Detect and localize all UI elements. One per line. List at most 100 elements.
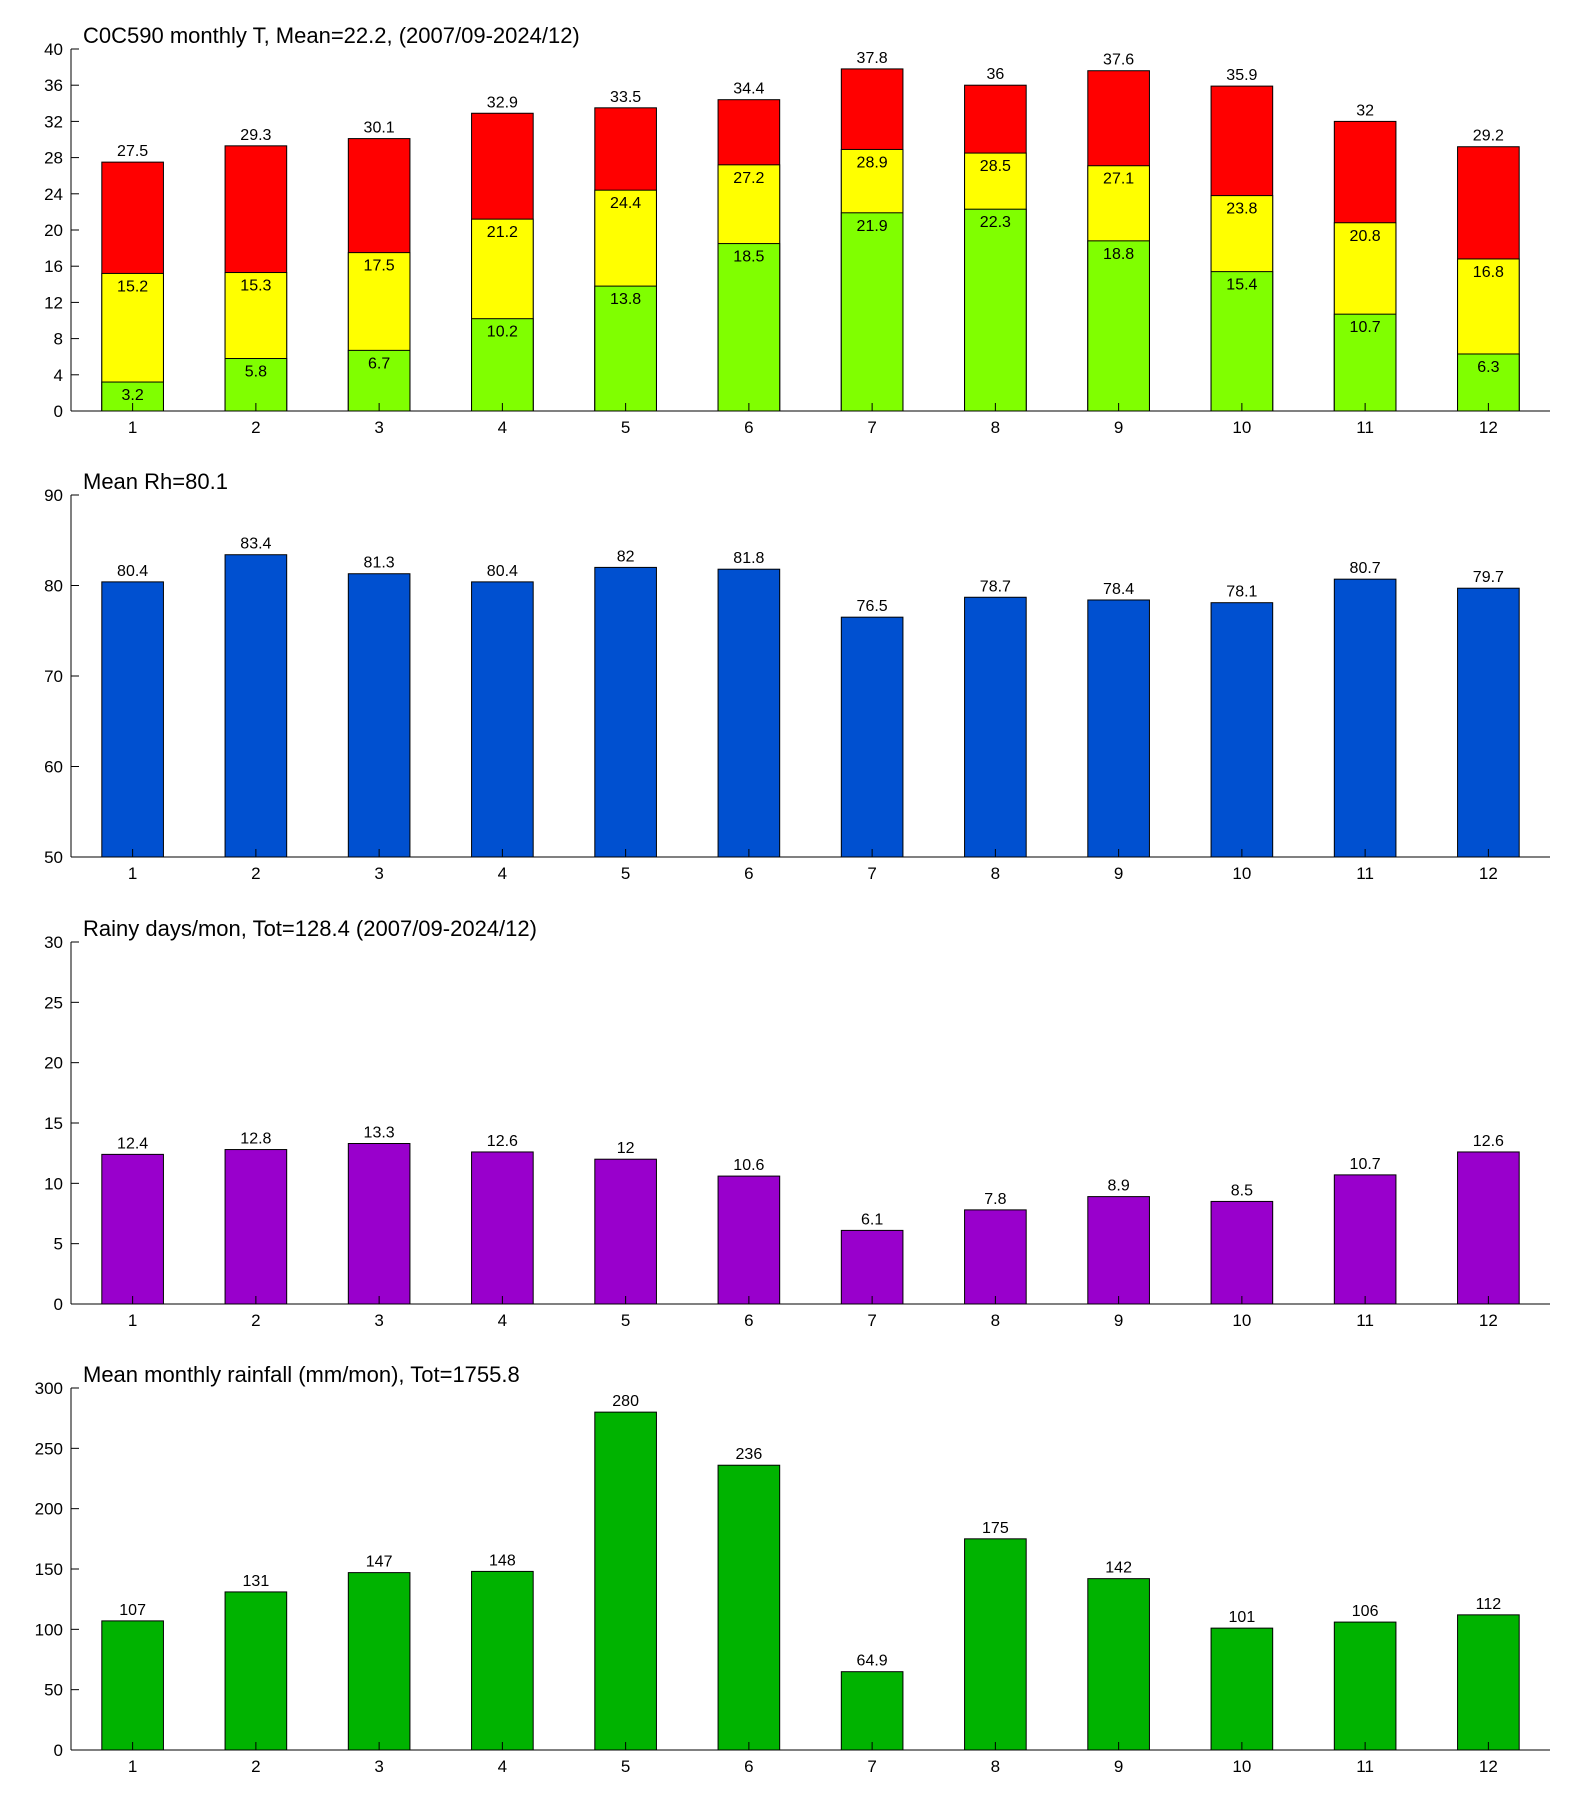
value-label: 10.2 [487,324,518,341]
value-label: 27.2 [733,170,764,187]
y-tick-label: 4 [54,366,63,385]
chart-title: Mean Rh=80.1 [83,469,228,494]
bar [964,1209,1027,1305]
bar [224,554,288,858]
bar [840,1671,904,1751]
y-tick-label: 300 [35,1379,63,1398]
bar [1333,1174,1397,1305]
bar [471,1151,534,1305]
bar [717,243,781,412]
bar [594,285,657,412]
x-tick-label: 12 [1479,1757,1498,1776]
x-tick-label: 2 [251,864,260,883]
y-tick-label: 15 [44,1114,63,1133]
x-tick-label: 3 [374,1757,383,1776]
x-tick-label: 12 [1479,864,1498,883]
x-tick-label: 8 [991,418,1000,437]
y-tick-label: 8 [54,330,63,349]
value-label: 17.5 [364,258,395,275]
value-label: 131 [243,1573,270,1590]
value-label: 10.7 [1350,319,1381,336]
value-label: 28.9 [857,154,888,171]
value-label: 236 [736,1446,763,1463]
value-label: 16.8 [1473,264,1504,281]
value-label: 7.8 [984,1191,1006,1208]
value-label: 22.3 [980,214,1011,231]
value-label: 21.9 [857,218,888,235]
value-label: 78.4 [1103,581,1134,598]
x-tick-label: 9 [1114,864,1123,883]
y-tick-label: 30 [44,933,63,952]
bar [717,1175,781,1305]
value-label: 32 [1356,102,1374,119]
value-label: 106 [1352,1603,1379,1620]
y-tick-label: 100 [35,1620,63,1639]
value-label: 27.1 [1103,171,1134,188]
value-label: 78.7 [980,578,1011,595]
chart-title: C0C590 monthly T, Mean=22.2, (2007/09-20… [83,23,580,48]
bar [594,1158,657,1305]
bar [964,1538,1027,1751]
bar [717,1464,781,1751]
bar [1333,1621,1397,1751]
x-tick-label: 6 [744,864,753,883]
value-label: 23.8 [1226,201,1257,218]
value-label: 3.2 [122,387,144,404]
x-tick-label: 8 [991,1757,1000,1776]
x-tick-label: 3 [374,1311,383,1330]
x-tick-label: 9 [1114,1757,1123,1776]
value-label: 81.3 [364,555,395,572]
value-label: 8.9 [1108,1178,1130,1195]
x-tick-label: 11 [1356,1757,1374,1776]
bar [1210,1627,1274,1751]
x-tick-label: 8 [991,864,1000,883]
value-label: 80.4 [487,563,518,580]
value-label: 107 [119,1602,146,1619]
x-tick-label: 10 [1232,418,1251,437]
value-label: 13.8 [610,291,641,308]
value-label: 81.8 [733,550,764,567]
bar [1457,1151,1520,1305]
value-label: 280 [612,1393,639,1410]
x-tick-label: 10 [1232,864,1251,883]
value-label: 83.4 [240,536,271,553]
bar [964,596,1027,858]
bar [1333,313,1397,412]
x-tick-label: 2 [251,1311,260,1330]
x-tick-label: 10 [1232,1757,1251,1776]
y-tick-label: 70 [44,667,63,686]
value-label: 64.9 [857,1653,888,1670]
y-tick-label: 90 [44,486,63,505]
value-label: 27.5 [117,143,148,160]
x-tick-label: 7 [867,1311,876,1330]
y-tick-label: 16 [44,257,63,276]
x-tick-label: 12 [1479,1311,1498,1330]
x-tick-label: 5 [621,864,630,883]
value-label: 8.5 [1231,1182,1253,1199]
x-tick-label: 4 [498,418,507,437]
x-tick-label: 2 [251,418,260,437]
y-tick-label: 28 [44,149,63,168]
value-label: 10.6 [733,1157,764,1174]
value-label: 34.4 [733,81,764,98]
value-label: 18.5 [733,249,764,266]
value-label: 32.9 [487,94,518,111]
value-label: 12.6 [1473,1133,1504,1150]
y-tick-label: 0 [54,1295,63,1314]
value-label: 24.4 [610,195,641,212]
value-label: 37.8 [857,50,888,67]
x-tick-label: 3 [374,864,383,883]
value-label: 29.2 [1473,128,1504,145]
bar [347,1143,411,1305]
x-tick-label: 6 [744,1311,753,1330]
bar [347,349,411,412]
y-tick-label: 40 [44,40,63,59]
bar [471,581,534,858]
bar [594,566,657,858]
y-tick-label: 24 [44,185,63,204]
y-tick-label: 250 [35,1439,63,1458]
x-tick-label: 7 [867,418,876,437]
value-label: 36 [986,66,1004,83]
value-label: 15.2 [117,278,148,295]
